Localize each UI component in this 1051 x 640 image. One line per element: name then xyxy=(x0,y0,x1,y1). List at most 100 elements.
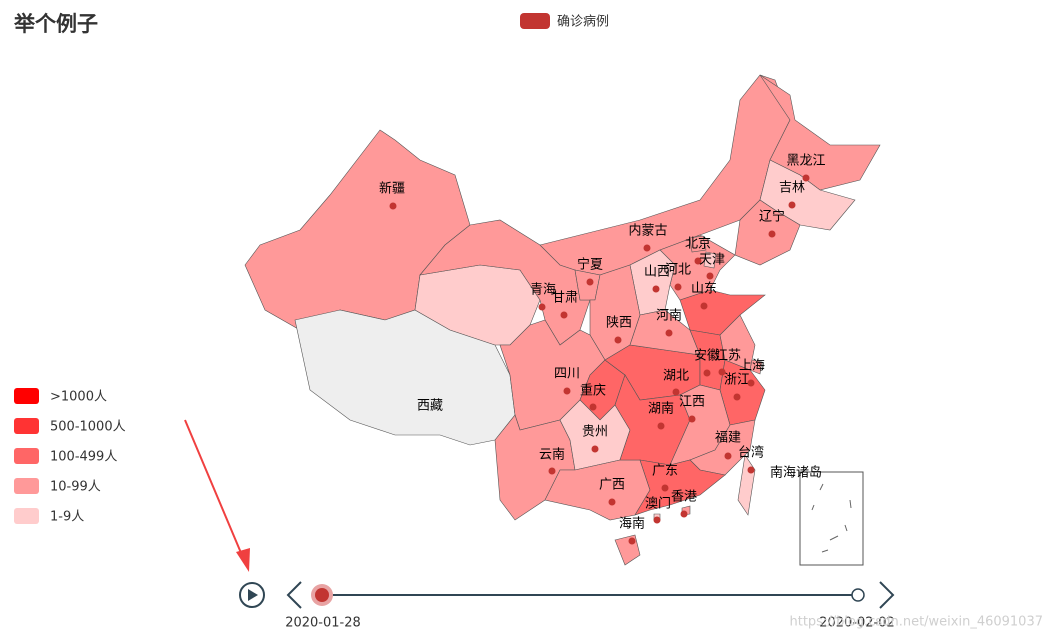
map xyxy=(244,74,881,566)
province-dot xyxy=(724,452,732,460)
piece-swatch[interactable] xyxy=(14,478,39,494)
province-dot xyxy=(586,278,594,286)
province-dot xyxy=(700,302,708,310)
piece-legend: >1000人 500-1000人 100-499人 10-99人 1-9人 xyxy=(14,388,126,525)
province-label: 宁夏 xyxy=(577,257,603,273)
province-dot xyxy=(628,537,636,545)
province-label: 广东 xyxy=(652,464,678,479)
annotation-arrowhead xyxy=(236,548,250,572)
province[interactable] xyxy=(759,74,881,191)
province[interactable] xyxy=(734,199,801,266)
timeline-end[interactable] xyxy=(851,588,865,602)
province-dot xyxy=(560,311,568,319)
province-label: 江西 xyxy=(679,395,705,410)
province-label: 四川 xyxy=(554,367,580,382)
province-label: 湖南 xyxy=(648,401,674,417)
province-label: 福建 xyxy=(715,431,741,446)
province-dot xyxy=(389,202,397,210)
province-label: 山东 xyxy=(691,282,717,297)
annotation-arrow xyxy=(184,419,245,561)
province-label: 浙江 xyxy=(724,373,750,388)
province-label: 云南 xyxy=(539,447,565,463)
province-dot xyxy=(538,303,546,311)
province-label: 安徽 xyxy=(694,349,720,364)
province-label: 辽宁 xyxy=(759,209,785,225)
province-label: 内蒙古 xyxy=(628,223,667,239)
province-label: 江苏 xyxy=(715,348,741,364)
province-dot xyxy=(680,510,688,518)
province-dot xyxy=(589,403,597,411)
province[interactable] xyxy=(614,534,641,566)
province-dot xyxy=(652,285,660,293)
province-dot xyxy=(661,484,669,492)
inset-box xyxy=(799,471,864,566)
play-icon xyxy=(248,589,258,601)
legend-label[interactable]: 确诊病例 xyxy=(557,15,609,30)
province-label: 海南 xyxy=(619,516,645,532)
piece-swatch[interactable] xyxy=(14,418,39,434)
piece-label[interactable]: 500-1000人 xyxy=(50,420,126,435)
province-dot xyxy=(608,498,616,506)
next-button[interactable] xyxy=(879,581,895,609)
province-dot xyxy=(643,244,651,252)
province-dot xyxy=(703,369,711,377)
province-dot xyxy=(802,174,810,182)
piece-label[interactable]: 10-99人 xyxy=(50,480,101,495)
inset-label: 南海诸岛 xyxy=(770,465,822,481)
province-label: 西藏 xyxy=(417,399,443,414)
title: 举个例子 xyxy=(13,12,98,36)
province[interactable] xyxy=(719,314,756,371)
province-label: 黑龙江 xyxy=(786,154,825,169)
province-label: 上海 xyxy=(739,359,765,374)
province-label: 台湾 xyxy=(738,445,764,461)
province-dot xyxy=(718,368,726,376)
piece-label[interactable]: >1000人 xyxy=(50,390,107,405)
province-dot xyxy=(672,388,680,396)
province-label: 河南 xyxy=(656,308,682,324)
province-dot xyxy=(747,379,755,387)
play-button[interactable] xyxy=(239,582,265,608)
legend-swatch[interactable] xyxy=(520,13,550,29)
province-dot xyxy=(657,422,665,430)
province-dot xyxy=(706,272,714,280)
timeline-handle[interactable] xyxy=(315,588,329,602)
prev-button[interactable] xyxy=(286,581,302,609)
province-label: 澳门 xyxy=(645,496,671,512)
province-dot xyxy=(747,466,755,474)
piece-swatch[interactable] xyxy=(14,388,39,404)
inset-islands xyxy=(811,483,852,553)
province[interactable] xyxy=(703,251,717,269)
province-label: 陕西 xyxy=(606,316,632,331)
province-dot xyxy=(788,201,796,209)
province[interactable] xyxy=(737,454,756,516)
province-label: 北京 xyxy=(685,237,711,252)
province-label: 青海 xyxy=(530,283,556,298)
province-label: 香港 xyxy=(671,490,697,505)
province-label: 贵州 xyxy=(582,425,608,440)
province-label: 甘肃 xyxy=(552,291,578,306)
province[interactable] xyxy=(679,289,766,336)
province-dot xyxy=(563,387,571,395)
province-dot xyxy=(653,516,661,524)
province-dot xyxy=(665,329,673,337)
timeline-start: 2020-01-28 xyxy=(285,616,361,631)
province[interactable] xyxy=(689,235,707,253)
province-label: 重庆 xyxy=(580,383,606,399)
province[interactable] xyxy=(634,459,726,516)
province-dot xyxy=(548,467,556,475)
province-label: 广西 xyxy=(599,478,625,493)
province-label: 新疆 xyxy=(379,181,405,197)
province-dot xyxy=(688,415,696,423)
province[interactable] xyxy=(749,359,763,375)
watermark: https://blog.csdn.net/weixin_46091037 xyxy=(789,615,1043,630)
province-label: 吉林 xyxy=(779,181,805,196)
province-label: 天津 xyxy=(699,253,725,268)
piece-label[interactable]: 100-499人 xyxy=(50,450,117,465)
piece-swatch[interactable] xyxy=(14,508,39,524)
province-label: 河北 xyxy=(665,263,691,278)
piece-swatch[interactable] xyxy=(14,448,39,464)
province-dot xyxy=(768,230,776,238)
piece-label[interactable]: 1-9人 xyxy=(50,510,84,525)
